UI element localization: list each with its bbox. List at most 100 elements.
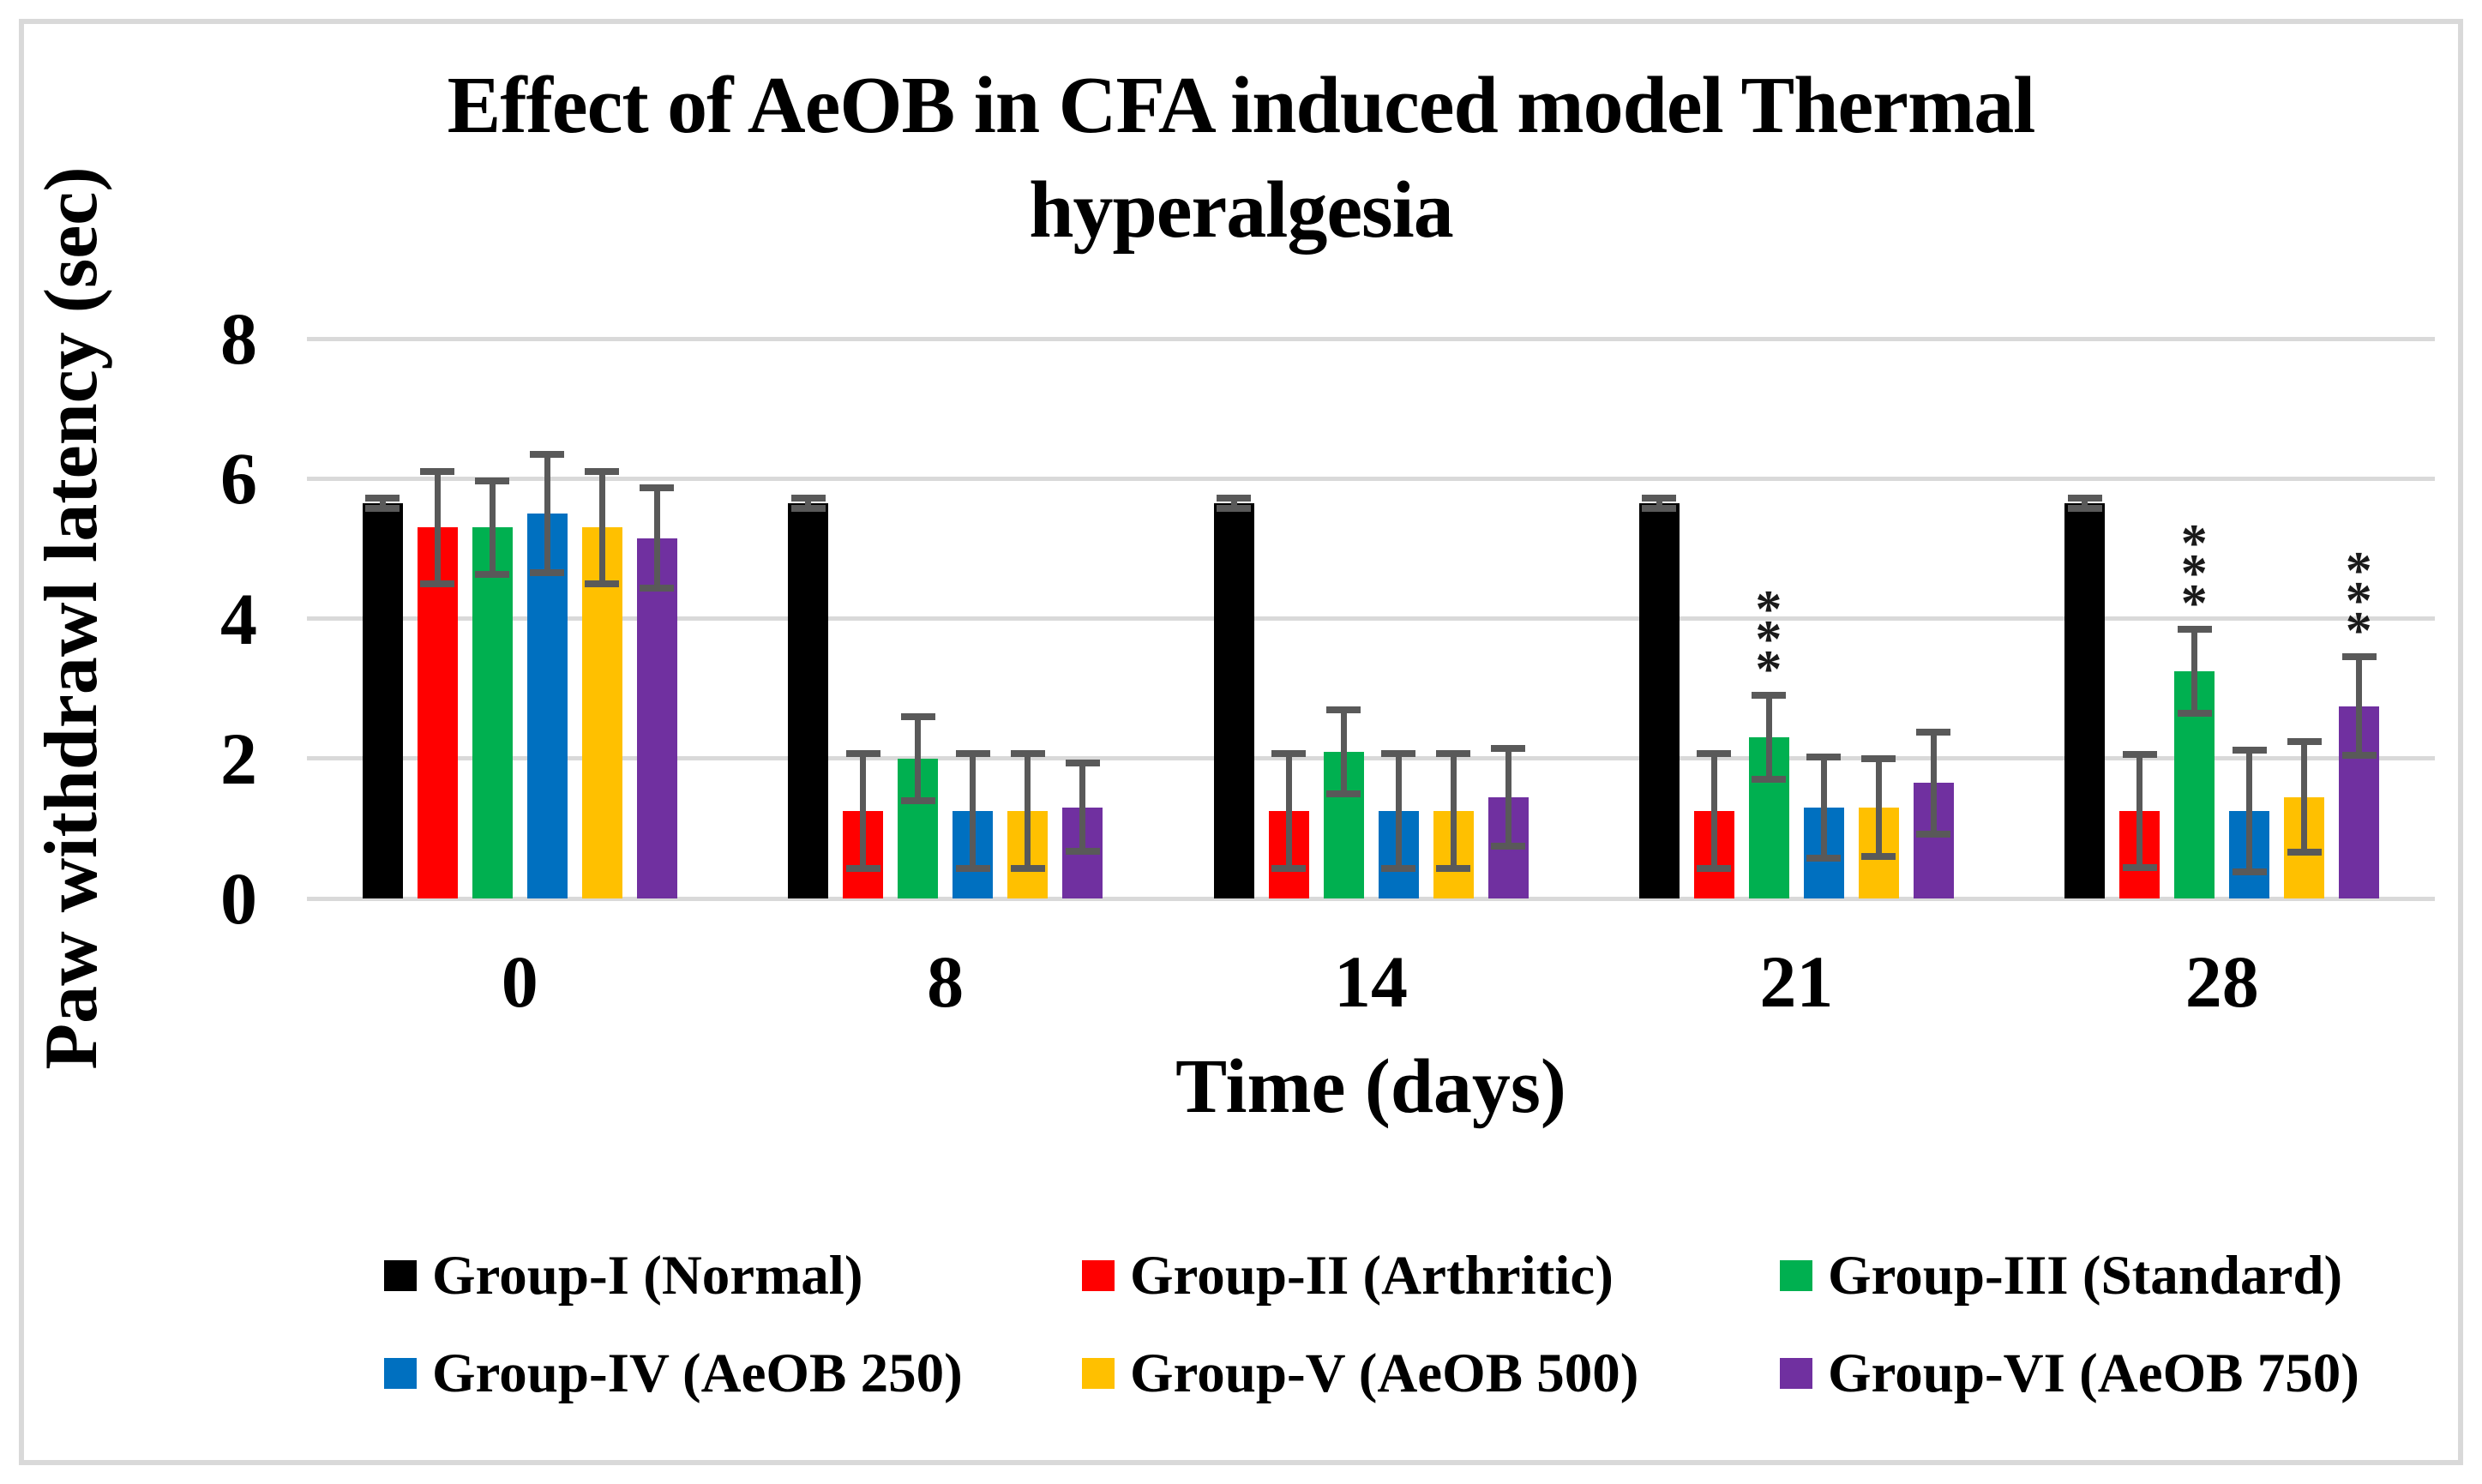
legend-marker-group5 bbox=[1082, 1358, 1115, 1389]
error-bar-whisker bbox=[1875, 758, 1882, 857]
error-bar-cap-top bbox=[475, 477, 510, 484]
y-tick-label: 4 bbox=[220, 577, 257, 660]
bar-slot-day14-series4 bbox=[1378, 339, 1419, 898]
bar-slot-day8-series6 bbox=[1062, 339, 1103, 898]
x-axis-title: Time (days) bbox=[1175, 1044, 1566, 1129]
legend-label: Group-V (AeOB 500) bbox=[1130, 1342, 1639, 1404]
error-bar-whisker bbox=[805, 498, 812, 508]
error-bar-cap-bottom bbox=[1326, 790, 1361, 797]
x-tick-label: 0 bbox=[501, 940, 538, 1023]
bar-slot-day0-series6 bbox=[636, 339, 677, 898]
error-bar-whisker bbox=[915, 716, 922, 801]
gridline bbox=[307, 476, 2435, 481]
legend-item-group2: Group-II (Arthritic) bbox=[1082, 1236, 1780, 1315]
bar-slot-day28-series6: * * * bbox=[2339, 339, 2380, 898]
bar-slot-day28-series2 bbox=[2119, 339, 2160, 898]
gridline bbox=[307, 616, 2435, 621]
error-bar-cap-top bbox=[2232, 746, 2267, 754]
bar-group-iv-day0 bbox=[526, 514, 568, 898]
bar-slot-day14-series1 bbox=[1213, 339, 1254, 898]
error-bar-whisker bbox=[970, 754, 977, 868]
bar-slot-day21-series1 bbox=[1638, 339, 1680, 898]
error-bar-cap-top bbox=[1271, 750, 1306, 758]
bar-slot-day8-series1 bbox=[788, 339, 829, 898]
bar-slot-day21-series5 bbox=[1858, 339, 1899, 898]
y-tick-label: 0 bbox=[220, 857, 257, 940]
legend-label: Group-III (Standard) bbox=[1828, 1244, 2343, 1307]
bar-slot-day8-series2 bbox=[843, 339, 884, 898]
plot-area: * * * * * * * * * bbox=[307, 336, 2435, 901]
gridline bbox=[307, 336, 2435, 341]
error-bar-cap-top bbox=[2287, 738, 2322, 746]
asterisk: * bbox=[1755, 640, 1782, 700]
error-bar-whisker bbox=[1656, 498, 1662, 508]
bar-slot-day14-series6 bbox=[1487, 339, 1529, 898]
significance-marker: * * * bbox=[2155, 517, 2233, 633]
error-bar-whisker bbox=[1820, 757, 1827, 858]
error-bar-whisker bbox=[653, 487, 660, 589]
bar-slot-day14-series2 bbox=[1268, 339, 1309, 898]
y-tick-label: 6 bbox=[220, 437, 257, 520]
error-bar-cap-top bbox=[1806, 754, 1842, 761]
error-bar-cap-top bbox=[530, 450, 565, 458]
error-bar-cap-top bbox=[1381, 750, 1415, 758]
error-bar-whisker bbox=[1765, 695, 1772, 780]
error-bar-cap-bottom bbox=[1271, 864, 1306, 872]
error-bar-whisker bbox=[544, 454, 550, 574]
error-bar-cap-bottom bbox=[2232, 868, 2267, 875]
legend-item-group6: Group-VI (AeOB 750) bbox=[1780, 1334, 2459, 1413]
error-bar-cap-top bbox=[1861, 754, 1896, 762]
chart-title-line2: hyperalgesia bbox=[1029, 165, 1454, 255]
error-bar-cap-bottom bbox=[475, 571, 510, 579]
error-bar-whisker bbox=[379, 498, 386, 508]
x-tick-label: 8 bbox=[927, 940, 965, 1023]
asterisk: * bbox=[2180, 574, 2208, 633]
legend-marker-group6 bbox=[1780, 1358, 1812, 1389]
error-bar-cap-top bbox=[585, 468, 620, 476]
error-bar-cap-bottom bbox=[1381, 864, 1415, 872]
error-bar-cap-bottom bbox=[1916, 830, 1951, 838]
bar-group-i-day28 bbox=[2064, 502, 2106, 898]
legend-label: Group-IV (AeOB 250) bbox=[432, 1342, 963, 1404]
error-bar-cap-top bbox=[1065, 760, 1100, 767]
error-bar-cap-bottom bbox=[2341, 751, 2377, 759]
error-bar-whisker bbox=[1710, 754, 1717, 868]
error-bar-cap-bottom bbox=[365, 504, 400, 512]
asterisk: * bbox=[2345, 602, 2372, 661]
error-bar-whisker bbox=[2301, 742, 2308, 853]
error-bar-cap-bottom bbox=[1752, 776, 1787, 784]
legend-label: Group-II (Arthritic) bbox=[1130, 1244, 1614, 1307]
bar-slot-day21-series4 bbox=[1803, 339, 1844, 898]
error-bar-cap-bottom bbox=[1217, 504, 1251, 512]
error-bar-whisker bbox=[2136, 754, 2143, 868]
significance-marker: * * * bbox=[1730, 583, 1807, 700]
legend-item-group3: Group-III (Standard) bbox=[1780, 1236, 2459, 1315]
bar-slot-day28-series1 bbox=[2064, 339, 2106, 898]
error-bar-cap-top bbox=[1916, 728, 1951, 736]
gridline bbox=[307, 756, 2435, 761]
error-bar-cap-top bbox=[790, 495, 826, 502]
error-bar-whisker bbox=[489, 480, 496, 575]
bar-slot-day8-series3 bbox=[898, 339, 939, 898]
error-bar-cap-bottom bbox=[845, 864, 880, 872]
error-bar-cap-bottom bbox=[1010, 864, 1045, 872]
bar-group-i-day21 bbox=[1638, 502, 1680, 898]
error-bar-cap-top bbox=[1491, 744, 1525, 752]
legend-marker-group3 bbox=[1780, 1260, 1812, 1291]
bar-group-v-day0 bbox=[581, 527, 622, 898]
legend: Group-I (Normal) Group-II (Arthritic) Grou… bbox=[384, 1236, 2459, 1413]
error-bar-whisker bbox=[1025, 754, 1031, 868]
error-bar-cap-top bbox=[845, 750, 880, 758]
error-bar-cap-bottom bbox=[1642, 504, 1677, 512]
chart-title-line1: Effect of AeOB in CFA induced model Ther… bbox=[447, 61, 2036, 150]
error-bar-cap-bottom bbox=[900, 796, 935, 804]
bar-slot-day0-series1 bbox=[362, 339, 403, 898]
error-bar-cap-bottom bbox=[1806, 854, 1842, 862]
error-bar-whisker bbox=[434, 472, 441, 584]
error-bar-cap-top bbox=[2067, 495, 2102, 502]
legend-marker-group4 bbox=[384, 1358, 417, 1389]
error-bar-whisker bbox=[2356, 657, 2363, 755]
error-bar-cap-top bbox=[2341, 653, 2377, 661]
legend-label: Group-I (Normal) bbox=[432, 1244, 863, 1307]
